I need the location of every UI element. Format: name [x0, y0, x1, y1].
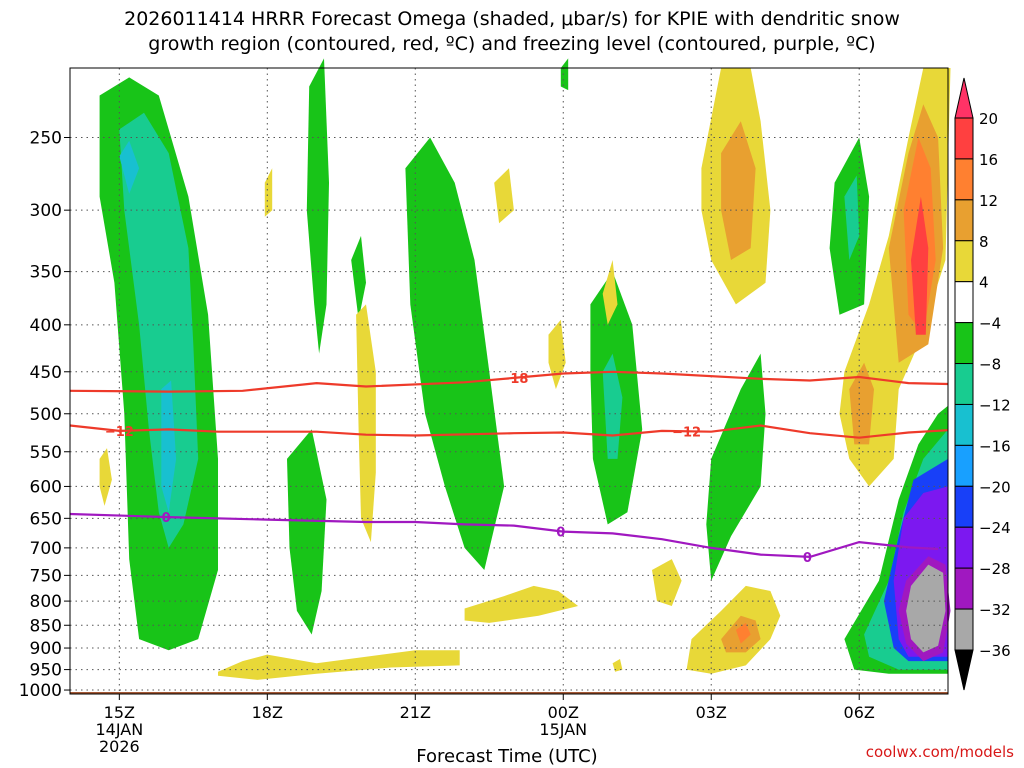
colorbar-label: −24: [979, 519, 1011, 537]
omega-region-cyan-spot-15z: [119, 140, 140, 194]
y-tick-label: 450: [30, 363, 62, 383]
omega-region-green-strip-19z-low: [287, 429, 327, 635]
chart-title-line1: 2026011414 HRRR Forecast Omega (shaded, …: [124, 8, 900, 30]
x-axis-title: Forecast Time (UTC): [416, 746, 597, 767]
colorbar-segment: [954, 608, 974, 651]
omega-region-yellow-strip-24z: [548, 319, 566, 390]
y-tick-label: 1000: [19, 681, 62, 701]
y-tick-label: 300: [30, 201, 62, 221]
y-tick-label: 850: [30, 616, 62, 636]
x-tick-label: 15Z: [104, 703, 135, 722]
colorbar-segment: [954, 322, 974, 365]
x-tick-label: 2026: [99, 737, 140, 756]
omega-region-yellow-small-25z: [612, 659, 623, 672]
contour-label: 0: [803, 551, 812, 566]
omega-region-green-small-20z: [351, 235, 366, 320]
colorbar-label: −32: [979, 601, 1011, 619]
omega-region-yellow-small-26z: [652, 559, 682, 606]
colorbar-segment: [954, 567, 974, 610]
omega-region-yellow-strip-25z: [602, 260, 618, 325]
colorbar-segment: [954, 444, 974, 487]
colorbar-segment: [954, 158, 974, 201]
colorbar-segment: [954, 526, 974, 569]
colorbar: 20 16 12 8 4 −4 −8 −12 −16 −20 −24 −28 −32 −36: [954, 77, 1011, 691]
colorbar-segment: [954, 199, 974, 242]
omega-region-orange-region-05z: [849, 362, 874, 445]
contour-label: −18: [499, 372, 528, 387]
y-tick-label: 550: [30, 443, 62, 463]
contour-line-1: [69, 424, 949, 439]
colorbar-bottom-arrow: [954, 649, 974, 691]
colorbar-label: 8: [979, 233, 989, 251]
colorbar-label: −36: [979, 642, 1011, 660]
y-tick-label: 700: [30, 539, 62, 559]
y-tick-label: 350: [30, 263, 62, 283]
omega-region-yellow-strip-17z: [264, 168, 273, 217]
y-tick-label: 600: [30, 477, 62, 497]
colorbar-segment: [954, 485, 974, 528]
contour-label: 0: [556, 525, 565, 540]
omega-region-teal-core-05z: [844, 175, 860, 260]
y-tick-label: 400: [30, 316, 62, 336]
omega-region-orange-region-03z: [721, 121, 756, 260]
colorbar-segment: [954, 363, 974, 405]
colorbar-label: 20: [979, 110, 998, 128]
x-tick-label: 00Z: [548, 703, 579, 722]
omega-region-green-lobe-03z: [706, 353, 766, 581]
contour-label: −12: [672, 425, 701, 440]
colorbar-label: 16: [979, 151, 998, 169]
contour-line-0: [69, 370, 949, 393]
y-tick-label: 500: [30, 405, 62, 425]
colorbar-segment: [954, 281, 974, 324]
colorbar-label: 4: [979, 274, 989, 292]
colorbar-label: −4: [979, 315, 1001, 333]
colorbar-segment: [954, 403, 974, 446]
credit-text: coolwx.com/models: [866, 743, 1014, 761]
omega-region-green-top-00z: [560, 58, 569, 91]
x-tick-label: 21Z: [400, 703, 431, 722]
colorbar-segment: [954, 240, 974, 283]
colorbar-label: −12: [979, 396, 1011, 414]
contour-line-2: [69, 512, 939, 559]
y-tick-label: 900: [30, 639, 62, 659]
omega-region-teal-core-00z: [602, 353, 623, 459]
colorbar-label: 12: [979, 192, 998, 210]
y-tick-label: 750: [30, 566, 62, 586]
omega-region-yellow-low-17z: [218, 650, 460, 680]
y-tick-label: 250: [30, 128, 62, 148]
plot-area: −18 −12 −12 0 0 0: [69, 58, 951, 695]
x-tick-label: 06Z: [844, 703, 875, 722]
colorbar-top-arrow: [954, 77, 974, 119]
colorbar-label: −8: [979, 356, 1001, 374]
chart-title-line2: growth region (contoured, red, ºC) and f…: [148, 33, 875, 55]
x-tick-label: 14JAN: [95, 720, 143, 739]
y-tick-label: 800: [30, 592, 62, 612]
omega-region-black-core-08z: [906, 564, 946, 653]
y-axis: 250 300 350 400 450 500 550 600 650 700 750 800 850 9…: [19, 128, 70, 701]
omega-region-magenta-core-06z: [911, 196, 929, 335]
contour-label: 0: [162, 511, 171, 526]
colorbar-segment: [954, 117, 974, 160]
colorbar-label: −20: [979, 478, 1011, 496]
y-tick-label: 950: [30, 661, 62, 681]
x-tick-label: 18Z: [252, 703, 283, 722]
plot-frame: [69, 67, 949, 695]
y-tick-label: 650: [30, 509, 62, 529]
x-tick-label: 15JAN: [539, 720, 587, 739]
omega-region-teal-core-15z: [119, 112, 199, 548]
ground-band: [70, 692, 948, 694]
omega-region-green-strip-19z: [306, 58, 329, 354]
omega-region-yellow-low-00z: [464, 585, 579, 623]
omega-region-green-lobe-21z: [405, 137, 505, 570]
x-tick-label: 03Z: [696, 703, 727, 722]
colorbar-label: −28: [979, 560, 1011, 578]
omega-region-yellow-strip-22z: [494, 168, 514, 224]
omega-region-yellow-strip-14z: [99, 448, 112, 506]
omega-region-yellow-strip-20z: [356, 304, 376, 543]
colorbar-label: −16: [979, 437, 1011, 455]
omega-region-red-region-04z: [735, 622, 751, 644]
contour-label: −12: [105, 425, 134, 440]
